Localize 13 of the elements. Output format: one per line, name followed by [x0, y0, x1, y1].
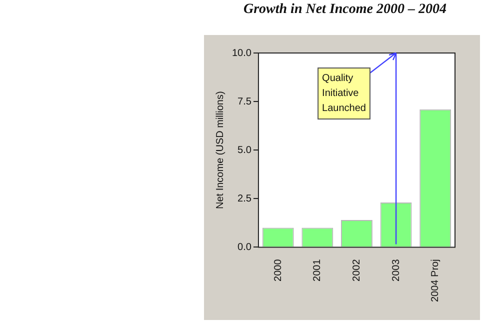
y-tick-label: 7.5	[238, 96, 252, 108]
y-tick-label: 2.5	[238, 193, 252, 204]
y-tick-label: 0.0	[238, 242, 252, 253]
x-tick-label: 2004 Proj	[430, 259, 442, 302]
y-tick-label: 5.0	[238, 144, 252, 156]
chart-title: Growth in Net Income 2000 – 2004	[242, 2, 448, 18]
y-tick-label: 10.0	[232, 48, 252, 59]
y-axis-title: Net Income (USD millions)	[214, 91, 226, 209]
ref-line-label: Quality Initiative Launched	[322, 72, 366, 114]
x-tick-label: 2002	[351, 258, 362, 282]
x-tick-label: 2000	[272, 258, 284, 282]
x-tick-label: 2003	[390, 258, 402, 282]
x-tick-label: 2001	[312, 258, 324, 282]
